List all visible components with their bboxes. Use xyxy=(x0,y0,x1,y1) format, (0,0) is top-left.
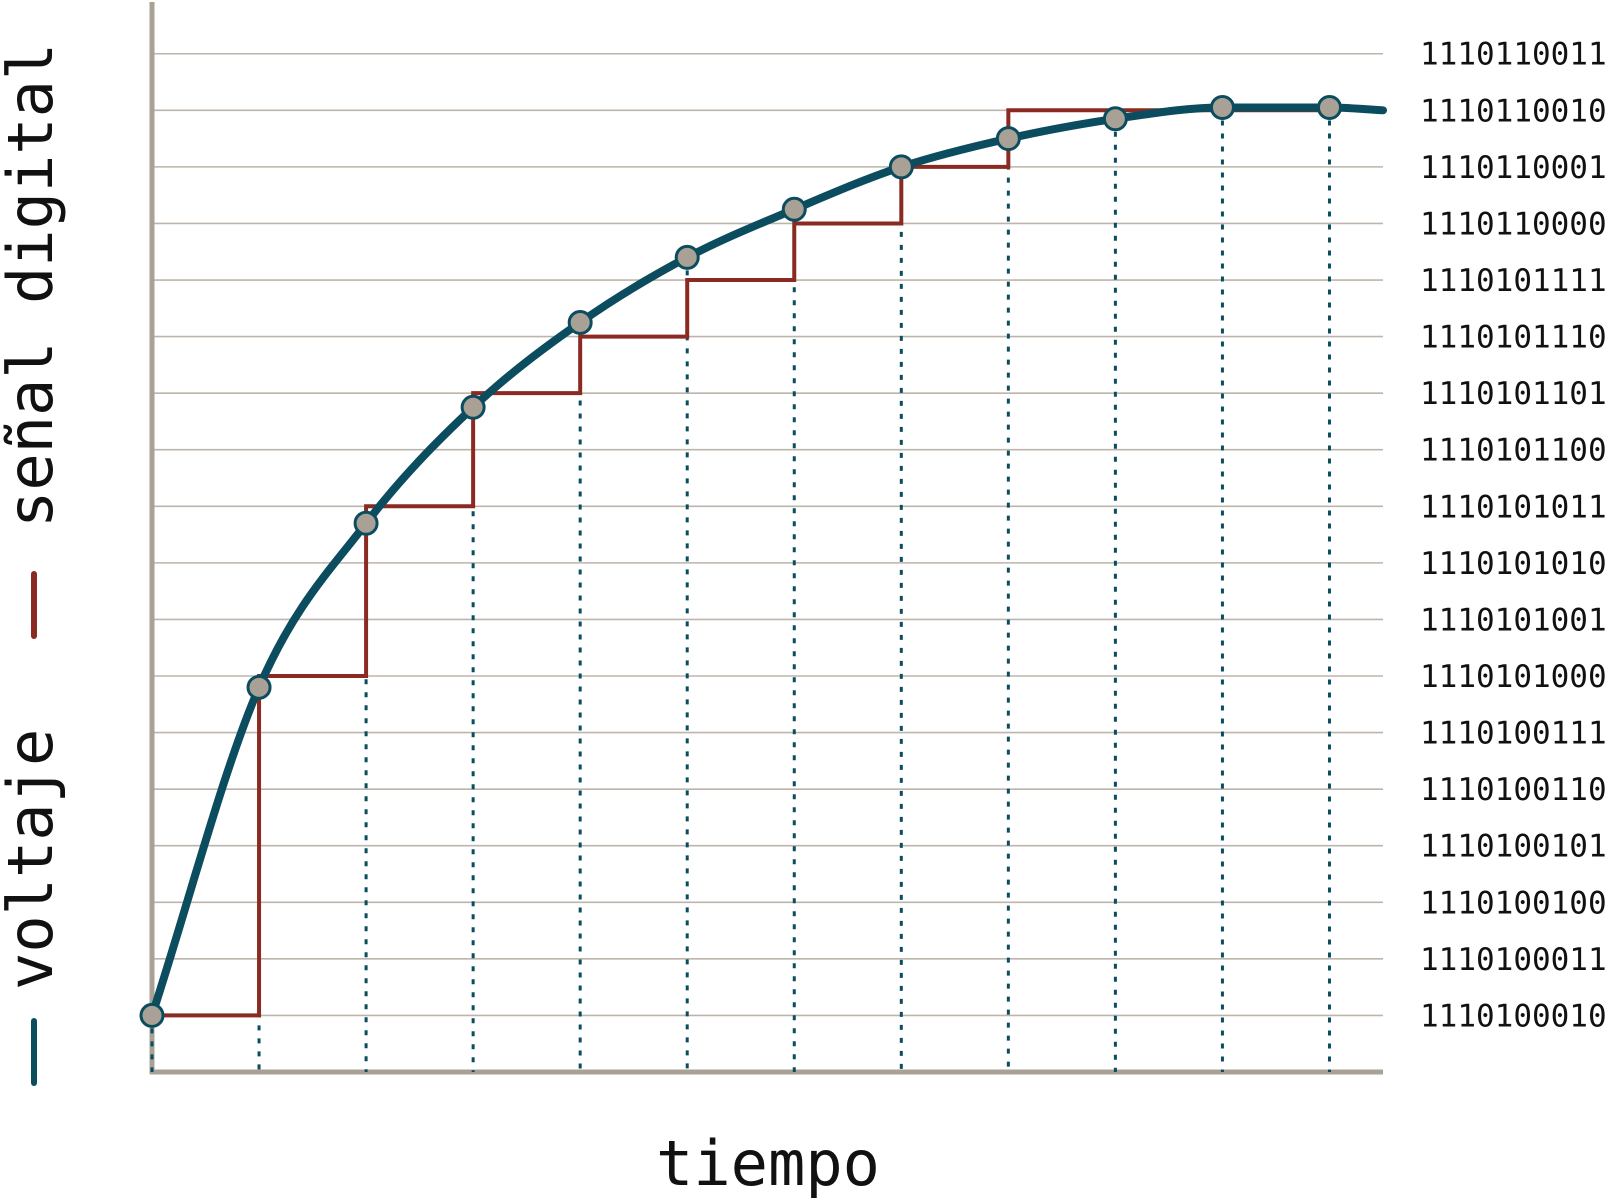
sample-point xyxy=(888,154,914,180)
level-label: 1110101110 xyxy=(1420,320,1607,356)
level-label: 1110101010 xyxy=(1420,546,1607,582)
level-label: 1110101101 xyxy=(1420,376,1607,412)
level-label: 1110110000 xyxy=(1420,206,1607,242)
sample-drop-lines xyxy=(150,107,1331,1072)
level-label: 1110110001 xyxy=(1420,150,1607,186)
level-label: 1110100100 xyxy=(1420,885,1607,921)
level-label: 1110110010 xyxy=(1420,93,1607,129)
legend-label-voltaje: voltaje xyxy=(0,729,67,990)
digital-signal-line xyxy=(152,108,1330,1018)
level-label: 1110101001 xyxy=(1420,602,1607,638)
legend-label-senal-digital: señal digital xyxy=(0,43,67,528)
level-label: 1110101100 xyxy=(1420,433,1607,469)
gridlines xyxy=(152,52,1383,1017)
axes xyxy=(149,2,1383,1075)
voltage-line xyxy=(148,103,1387,1020)
level-label: 1110101011 xyxy=(1420,489,1607,525)
level-label: 1110100011 xyxy=(1420,942,1607,978)
level-label: 1110100010 xyxy=(1420,998,1607,1034)
sample-point xyxy=(995,126,1021,152)
binary-level-labels: 1110100010 1110100011 1110100100 1110100101… xyxy=(1420,37,1607,1035)
sample-point xyxy=(460,394,486,420)
sample-point xyxy=(567,309,593,335)
sample-point xyxy=(674,244,700,270)
level-label: 1110101000 xyxy=(1420,659,1607,695)
level-label: 1110100101 xyxy=(1420,829,1607,865)
sample-point xyxy=(781,196,807,222)
sample-point xyxy=(1102,106,1128,132)
sample-point xyxy=(353,510,379,536)
legend: voltaje señal digital xyxy=(0,43,67,1086)
x-axis-title: tiempo xyxy=(656,1127,880,1200)
sample-point xyxy=(139,1002,165,1028)
sample-point xyxy=(246,674,272,700)
level-label: 1110100110 xyxy=(1420,772,1607,808)
level-label: 1110100111 xyxy=(1420,716,1607,752)
level-label: 1110101111 xyxy=(1420,263,1607,299)
sample-point xyxy=(1316,94,1342,120)
sample-markers xyxy=(139,94,1342,1028)
sample-point xyxy=(1209,94,1235,120)
level-label: 1110110011 xyxy=(1420,37,1607,73)
digital-signal-series xyxy=(152,108,1330,1018)
voltage-series xyxy=(148,103,1387,1020)
